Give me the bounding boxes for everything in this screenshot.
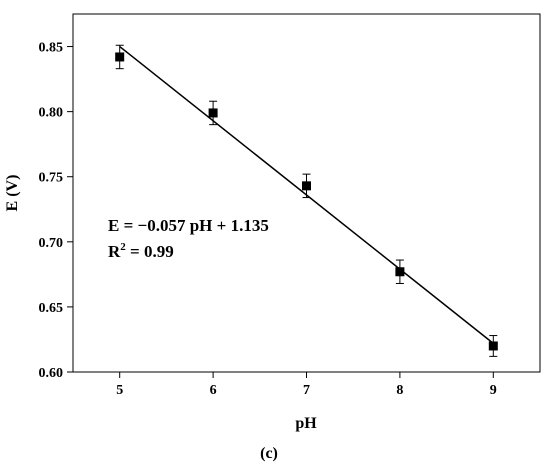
x-tick-label: 7: [303, 383, 310, 398]
x-axis-ticks: 5 6 7 8 9: [116, 372, 497, 398]
data-point: [115, 52, 125, 62]
x-tick-label: 5: [116, 383, 123, 398]
data-points: [115, 52, 498, 351]
figure-caption: (c): [260, 445, 278, 462]
y-tick-label: 0.70: [39, 236, 64, 251]
data-point: [208, 108, 218, 118]
y-axis-ticks: 0.60 0.65 0.70 0.75 0.80 0.85: [39, 41, 73, 381]
y-tick-label: 0.75: [39, 171, 64, 186]
y-tick-label: 0.60: [39, 366, 64, 381]
r-squared: R2 = 0.99: [108, 241, 174, 261]
x-tick-label: 6: [210, 383, 217, 398]
y-tick-label: 0.80: [39, 106, 64, 121]
r-squared-superscript: 2: [120, 241, 126, 253]
y-tick-label: 0.65: [39, 301, 64, 316]
y-axis-title: E (V): [4, 175, 21, 212]
y-tick-label: 0.85: [39, 41, 64, 56]
x-tick-label: 9: [490, 383, 497, 398]
r-squared-symbol: R: [108, 242, 121, 261]
data-point: [488, 341, 498, 351]
data-point: [302, 181, 311, 191]
error-bars: [115, 44, 498, 357]
x-tick-label: 8: [396, 383, 403, 398]
r-squared-value: = 0.99: [126, 242, 174, 261]
data-point: [395, 267, 405, 277]
x-axis-title: pH: [295, 415, 317, 432]
fit-equation: E = −0.057 pH + 1.135: [108, 216, 269, 235]
